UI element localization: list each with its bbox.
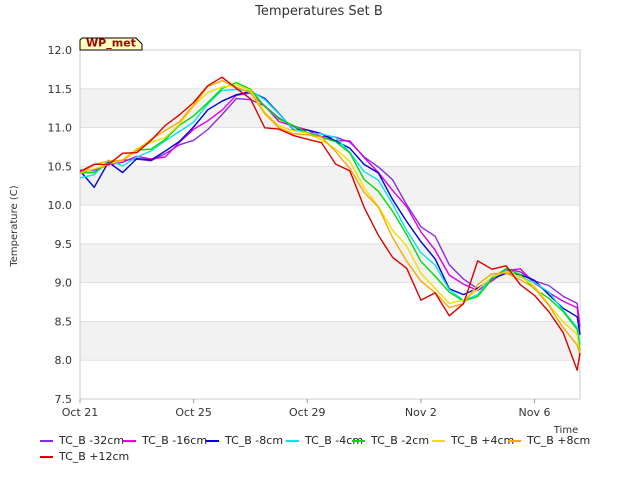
y-tick-label: 9.0 <box>55 277 73 290</box>
wp-met-badge: WP_met <box>79 37 143 51</box>
x-axis-label: Time <box>553 425 578 436</box>
legend-swatch <box>123 439 136 442</box>
series-line-tc-b-4cm <box>79 88 581 345</box>
grid-band <box>80 205 580 244</box>
grid-band <box>80 321 580 361</box>
plot-frame <box>79 49 581 400</box>
y-axis-ticks: 7.5 8.0 8.5 9.0 9.5 10.0 10.5 11.0 11.5 12.0 <box>48 44 73 406</box>
legend-swatch <box>40 439 53 442</box>
legend: TC_B -32cm TC_B -16cm TC_B -8cm TC_B -4cm TC… <box>0 434 640 466</box>
legend-row: TC_B +12cm <box>0 450 640 466</box>
grid-band <box>80 282 580 322</box>
legend-swatch <box>286 439 299 442</box>
x-axis-ticks: Oct 21 Oct 25 Oct 29 Nov 2 Nov 6 <box>62 399 551 419</box>
legend-label: TC_B -8cm <box>225 434 284 447</box>
legend-swatch <box>40 455 53 458</box>
y-tick-label: 10.0 <box>48 199 73 212</box>
y-tick-label: 8.5 <box>55 315 73 328</box>
legend-item: TC_B -32cm <box>40 434 124 447</box>
y-tick-label: 10.5 <box>48 160 73 173</box>
legend-item: TC_B +4cm <box>432 434 514 447</box>
legend-item: TC_B -4cm <box>286 434 363 447</box>
x-tick-label: Nov 2 <box>405 406 437 419</box>
grid-band <box>80 360 580 399</box>
grid-band <box>80 127 580 167</box>
badge-label: WP_met <box>86 37 136 50</box>
legend-swatch <box>432 439 445 442</box>
legend-label: TC_B -32cm <box>59 434 125 447</box>
y-tick-label: 7.5 <box>55 393 73 406</box>
grid-band <box>80 243 580 283</box>
x-tick-label: Oct 25 <box>175 406 212 419</box>
series-layer <box>79 76 581 371</box>
legend-label: TC_B +4cm <box>451 434 515 447</box>
grid-band <box>80 166 580 206</box>
series-line-tc-b-8cm <box>79 79 581 355</box>
grid-band <box>80 88 580 128</box>
y-tick-label: 8.0 <box>55 354 73 367</box>
legend-item: TC_B -16cm <box>123 434 207 447</box>
legend-item: TC_B +8cm <box>508 434 590 447</box>
legend-label: TC_B -2cm <box>371 434 430 447</box>
y-tick-label: 9.5 <box>55 238 73 251</box>
grid-band <box>80 50 580 89</box>
y-tick-label: 12.0 <box>48 44 73 57</box>
legend-label: TC_B -16cm <box>142 434 208 447</box>
legend-swatch <box>206 439 219 442</box>
x-tick-label: Nov 6 <box>519 406 551 419</box>
legend-item: TC_B -8cm <box>206 434 283 447</box>
series-line-tc-b-2cm <box>79 81 581 351</box>
legend-item: TC_B -2cm <box>352 434 429 447</box>
y-tick-label: 11.5 <box>48 83 73 96</box>
legend-label: TC_B +8cm <box>527 434 591 447</box>
legend-swatch <box>352 439 365 442</box>
x-tick-label: Oct 21 <box>62 406 99 419</box>
series-line-tc-b-12cm <box>79 76 581 371</box>
y-axis-label: Temperature (C) <box>9 185 20 267</box>
legend-item: TC_B +12cm <box>40 450 129 463</box>
legend-swatch <box>508 439 521 442</box>
y-tick-label: 11.0 <box>48 122 73 135</box>
x-tick-label: Oct 29 <box>289 406 326 419</box>
legend-label: TC_B -4cm <box>305 434 364 447</box>
legend-row: TC_B -32cm TC_B -16cm TC_B -8cm TC_B -4cm TC… <box>0 434 640 450</box>
legend-label: TC_B +12cm <box>59 450 130 463</box>
grid-bands <box>80 49 580 400</box>
series-line-tc-b-4cm <box>79 84 581 357</box>
chart-title: Temperatures Set B <box>254 4 383 19</box>
